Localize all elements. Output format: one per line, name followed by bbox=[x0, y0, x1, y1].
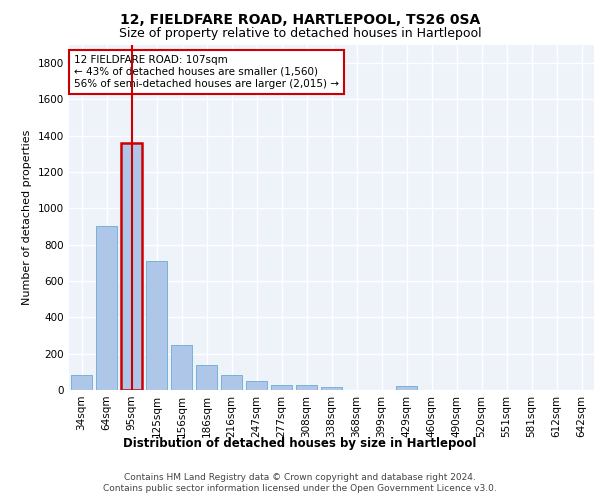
Bar bbox=[171, 345, 192, 390]
Bar bbox=[221, 374, 242, 390]
Text: 12 FIELDFARE ROAD: 107sqm
← 43% of detached houses are smaller (1,560)
56% of se: 12 FIELDFARE ROAD: 107sqm ← 43% of detac… bbox=[74, 56, 339, 88]
Bar bbox=[296, 385, 317, 390]
Bar bbox=[121, 143, 142, 390]
Bar bbox=[246, 381, 267, 390]
Bar bbox=[196, 364, 217, 390]
Text: Size of property relative to detached houses in Hartlepool: Size of property relative to detached ho… bbox=[119, 28, 481, 40]
Bar bbox=[396, 386, 417, 390]
Text: Distribution of detached houses by size in Hartlepool: Distribution of detached houses by size … bbox=[124, 438, 476, 450]
Text: Contains public sector information licensed under the Open Government Licence v3: Contains public sector information licen… bbox=[103, 484, 497, 493]
Text: 12, FIELDFARE ROAD, HARTLEPOOL, TS26 0SA: 12, FIELDFARE ROAD, HARTLEPOOL, TS26 0SA bbox=[120, 12, 480, 26]
Bar bbox=[321, 388, 342, 390]
Text: Contains HM Land Registry data © Crown copyright and database right 2024.: Contains HM Land Registry data © Crown c… bbox=[124, 472, 476, 482]
Bar bbox=[271, 384, 292, 390]
Bar bbox=[71, 374, 92, 390]
Bar bbox=[96, 226, 117, 390]
Bar bbox=[146, 261, 167, 390]
Y-axis label: Number of detached properties: Number of detached properties bbox=[22, 130, 32, 305]
